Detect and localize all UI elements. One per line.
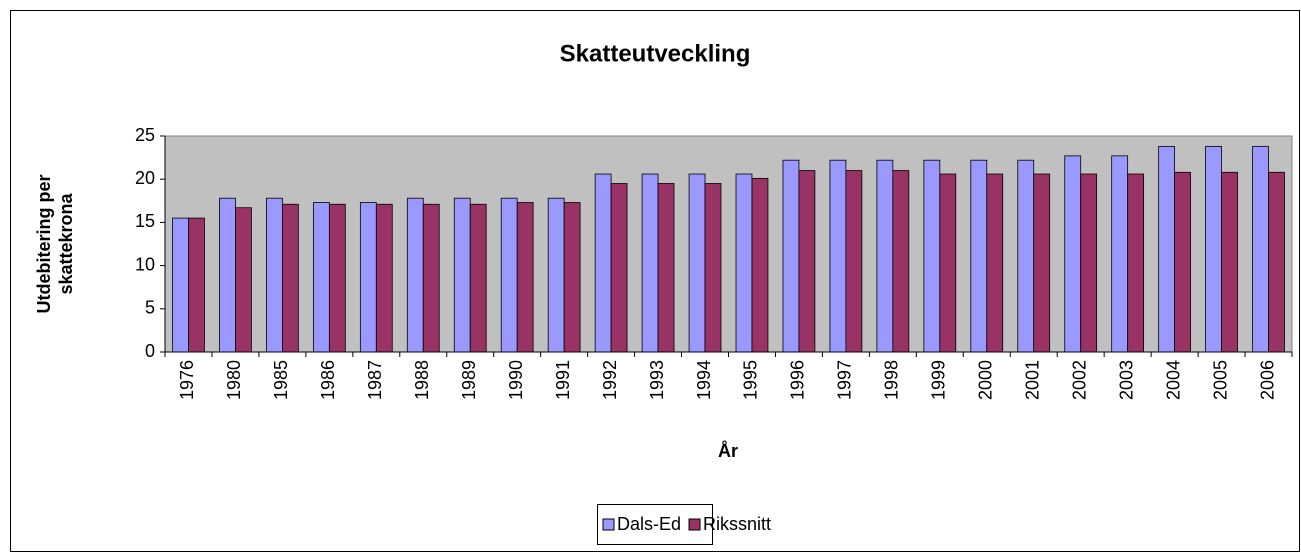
bar [1080,173,1098,353]
bar [266,197,283,353]
y-axis-title: Utdebitering per skattekrona [34,174,76,314]
x-tick-label: 1999 [929,360,949,400]
bar [657,183,675,353]
legend-swatch [602,518,615,531]
x-tick-label: 1985 [271,360,291,400]
bar [469,203,487,353]
x-tick-label: 1988 [412,360,432,400]
bar [235,207,252,353]
x-tick-label: 1993 [647,360,667,400]
y-tick-label: 25 [135,125,155,145]
bar [563,202,581,353]
x-tick-label: 1998 [882,360,902,400]
bar [312,202,330,353]
bar [188,217,205,353]
bar [1158,145,1176,353]
bar [359,202,377,353]
bar [1111,155,1129,353]
bar [876,159,894,353]
y-tick-label: 20 [135,168,155,188]
bar [1268,171,1285,353]
bar [704,183,722,353]
bar [406,197,424,353]
legend-label: Rikssnitt [703,514,771,534]
bar [375,203,393,353]
x-tick-label: 2002 [1069,360,1089,400]
bar [751,177,769,353]
y-axis-title-box: Utdebitering per skattekrona [34,174,76,314]
bar [641,173,659,353]
x-tick-label: 1997 [835,360,855,400]
bar [1033,173,1051,353]
bar [328,203,346,353]
x-tick-label: 1990 [506,360,526,400]
bar [1205,145,1222,353]
x-tick-label: 1994 [694,360,714,400]
bar [1064,155,1082,353]
bar [516,202,534,353]
y-tick-label: 5 [145,298,155,318]
x-tick-label: 1995 [741,360,761,400]
x-tick-label: 2005 [1210,360,1230,400]
x-tick-label: 1991 [553,360,573,400]
bar [1174,171,1191,353]
bar [923,159,941,353]
bar [782,159,800,353]
bar [453,197,471,353]
chart-title: Skatteutveckling [560,40,751,67]
bar [798,170,816,353]
legend-swatch [688,518,701,531]
x-tick-label: 1976 [177,360,197,400]
bar [1221,171,1238,353]
x-tick-label: 1986 [318,360,338,400]
bar [892,170,910,353]
x-tick-label: 1987 [365,360,385,400]
bar [1127,173,1145,353]
bar [1017,159,1035,353]
bar [829,159,847,353]
bar [172,217,189,353]
bar [594,173,612,353]
x-tick-label: 2006 [1257,360,1277,400]
bar [422,203,440,353]
bar [845,170,863,353]
x-tick-label: 2003 [1116,360,1136,400]
bar [500,197,518,353]
bar [281,203,299,353]
x-tick-label: 1989 [459,360,479,400]
plot-background [164,135,1293,353]
x-tick-label: 1992 [600,360,620,400]
x-axis-title: År [718,441,738,461]
x-tick-label: 2001 [1022,360,1042,400]
bar [1252,145,1269,353]
bar [688,173,706,353]
bar [970,159,988,353]
x-tick-label: 2004 [1163,360,1183,400]
bar [735,173,753,353]
bar [939,173,957,353]
x-tick-label: 1996 [788,360,808,400]
bar [610,183,628,353]
x-tick-label: 1980 [224,360,244,400]
y-tick-label: 10 [135,254,155,274]
x-tick-label: 2000 [976,360,996,400]
bar [986,173,1004,353]
y-tick-label: 15 [135,211,155,231]
bar [219,197,236,353]
legend-label: Dals-Ed [617,514,681,534]
y-tick-label: 0 [145,341,155,361]
bar [547,197,565,353]
